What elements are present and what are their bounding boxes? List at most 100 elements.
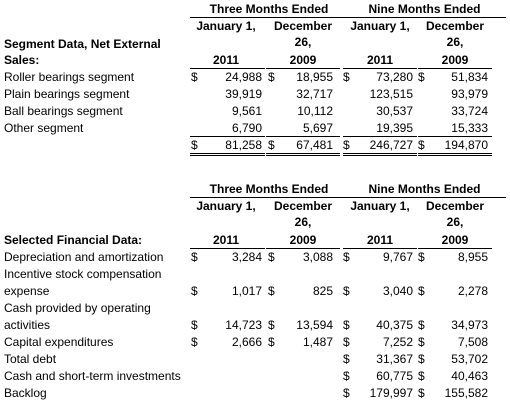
column-header: January 1,: [350, 199, 410, 213]
period-header: Nine Months Ended: [368, 2, 481, 16]
total-double-rule: [343, 155, 417, 156]
row-label: activities: [4, 318, 51, 332]
dollar-sign: $: [268, 284, 275, 298]
cell-value: 39,919: [225, 87, 262, 101]
cell-value: 2,666: [231, 335, 262, 349]
row-label: Cash and short-term investments: [4, 369, 181, 383]
column-header: December: [273, 199, 333, 213]
dollar-sign: $: [418, 386, 425, 400]
year-underline: [190, 68, 265, 69]
cell-value: 3,088: [302, 250, 333, 264]
total-double-rule: [266, 155, 340, 156]
year-underline: [343, 248, 417, 249]
column-header: December: [273, 19, 333, 33]
year-header: 2011: [212, 233, 240, 247]
dollar-sign: $: [343, 70, 350, 84]
dollar-sign: $: [191, 335, 198, 349]
cell-value: 33,724: [451, 104, 488, 118]
total-double-rule: [418, 153, 492, 154]
row-label: Other segment: [4, 121, 84, 135]
section-label: Segment Data, Net External: [4, 37, 161, 51]
cell-value: 825: [312, 284, 333, 298]
dollar-sign: $: [343, 250, 350, 264]
cell-value: 179,997: [369, 386, 413, 400]
cell-value: 9,767: [382, 250, 413, 264]
total-value: 194,870: [444, 138, 488, 152]
dollar-sign: $: [343, 318, 350, 332]
dollar-sign: $: [191, 318, 198, 332]
cell-value: 34,973: [451, 318, 488, 332]
dollar-sign: $: [191, 284, 198, 298]
period-header: Three Months Ended: [209, 182, 329, 196]
cell-value: 93,979: [451, 87, 488, 101]
dollar-sign: $: [191, 250, 198, 264]
dollar-sign: $: [268, 70, 275, 84]
total-double-rule: [190, 153, 265, 154]
total-value: 67,481: [296, 138, 333, 152]
cell-value: 32,717: [296, 87, 333, 101]
period-header: Nine Months Ended: [368, 182, 481, 196]
cell-value: 7,252: [382, 335, 413, 349]
cell-value: 31,367: [376, 352, 413, 366]
row-label: Plain bearings segment: [4, 87, 130, 101]
dollar-sign: $: [418, 284, 425, 298]
dollar-sign: $: [418, 138, 425, 152]
cell-value: 14,723: [225, 318, 262, 332]
column-header: 26,: [446, 35, 464, 49]
dollar-sign: $: [191, 70, 198, 84]
row-label: Incentive stock compensation: [4, 267, 162, 281]
cell-value: 155,582: [444, 386, 488, 400]
year-header: 2011: [366, 233, 394, 247]
total-double-rule: [190, 155, 265, 156]
year-underline: [190, 248, 265, 249]
cell-value: 8,955: [457, 250, 488, 264]
dollar-sign: $: [343, 386, 350, 400]
year-header: 2009: [441, 233, 469, 247]
cell-value: 40,463: [451, 369, 488, 383]
section-label: Sales:: [4, 53, 40, 67]
year-header: 2009: [289, 53, 317, 67]
row-label: Ball bearings segment: [4, 104, 123, 118]
cell-value: 2,278: [457, 284, 488, 298]
row-label: expense: [4, 284, 50, 298]
cell-value: 10,112: [297, 104, 333, 118]
year-header: 2009: [441, 53, 469, 67]
period-header-underline: [190, 17, 348, 18]
dollar-sign: $: [191, 138, 198, 152]
total-double-rule: [418, 155, 492, 156]
dollar-sign: $: [418, 250, 425, 264]
cell-value: 3,040: [382, 284, 413, 298]
column-header: 26,: [294, 215, 312, 229]
cell-value: 15,333: [451, 121, 488, 135]
cell-value: 6,790: [231, 121, 262, 135]
subtotal-rule: [190, 136, 265, 137]
cell-value: 1,487: [302, 335, 333, 349]
year-header: 2011: [212, 53, 240, 67]
column-header: January 1,: [196, 199, 256, 213]
row-label: Depreciation and amortization: [4, 250, 164, 264]
period-header-underline: [190, 197, 348, 198]
dollar-sign: $: [418, 70, 425, 84]
year-underline: [343, 68, 417, 69]
cell-value: 13,594: [296, 318, 333, 332]
cell-value: 40,375: [376, 318, 413, 332]
cell-value: 30,537: [376, 104, 413, 118]
cell-value: 24,988: [225, 70, 262, 84]
cell-value: 1,017: [231, 284, 262, 298]
dollar-sign: $: [343, 369, 350, 383]
row-label: Cash provided by operating: [4, 301, 151, 315]
cell-value: 9,561: [231, 104, 262, 118]
dollar-sign: $: [268, 335, 275, 349]
column-header: 26,: [294, 35, 312, 49]
total-value: 246,727: [369, 138, 413, 152]
year-header: 2009: [289, 233, 317, 247]
cell-value: 3,284: [231, 250, 262, 264]
section-label: Selected Financial Data:: [4, 233, 143, 247]
cell-value: 18,955: [296, 70, 333, 84]
column-header: January 1,: [196, 19, 256, 33]
row-label: Backlog: [4, 386, 47, 400]
cell-value: 5,697: [302, 121, 333, 135]
year-underline: [418, 68, 492, 69]
row-label: Roller bearings segment: [4, 70, 135, 84]
dollar-sign: $: [343, 352, 350, 366]
